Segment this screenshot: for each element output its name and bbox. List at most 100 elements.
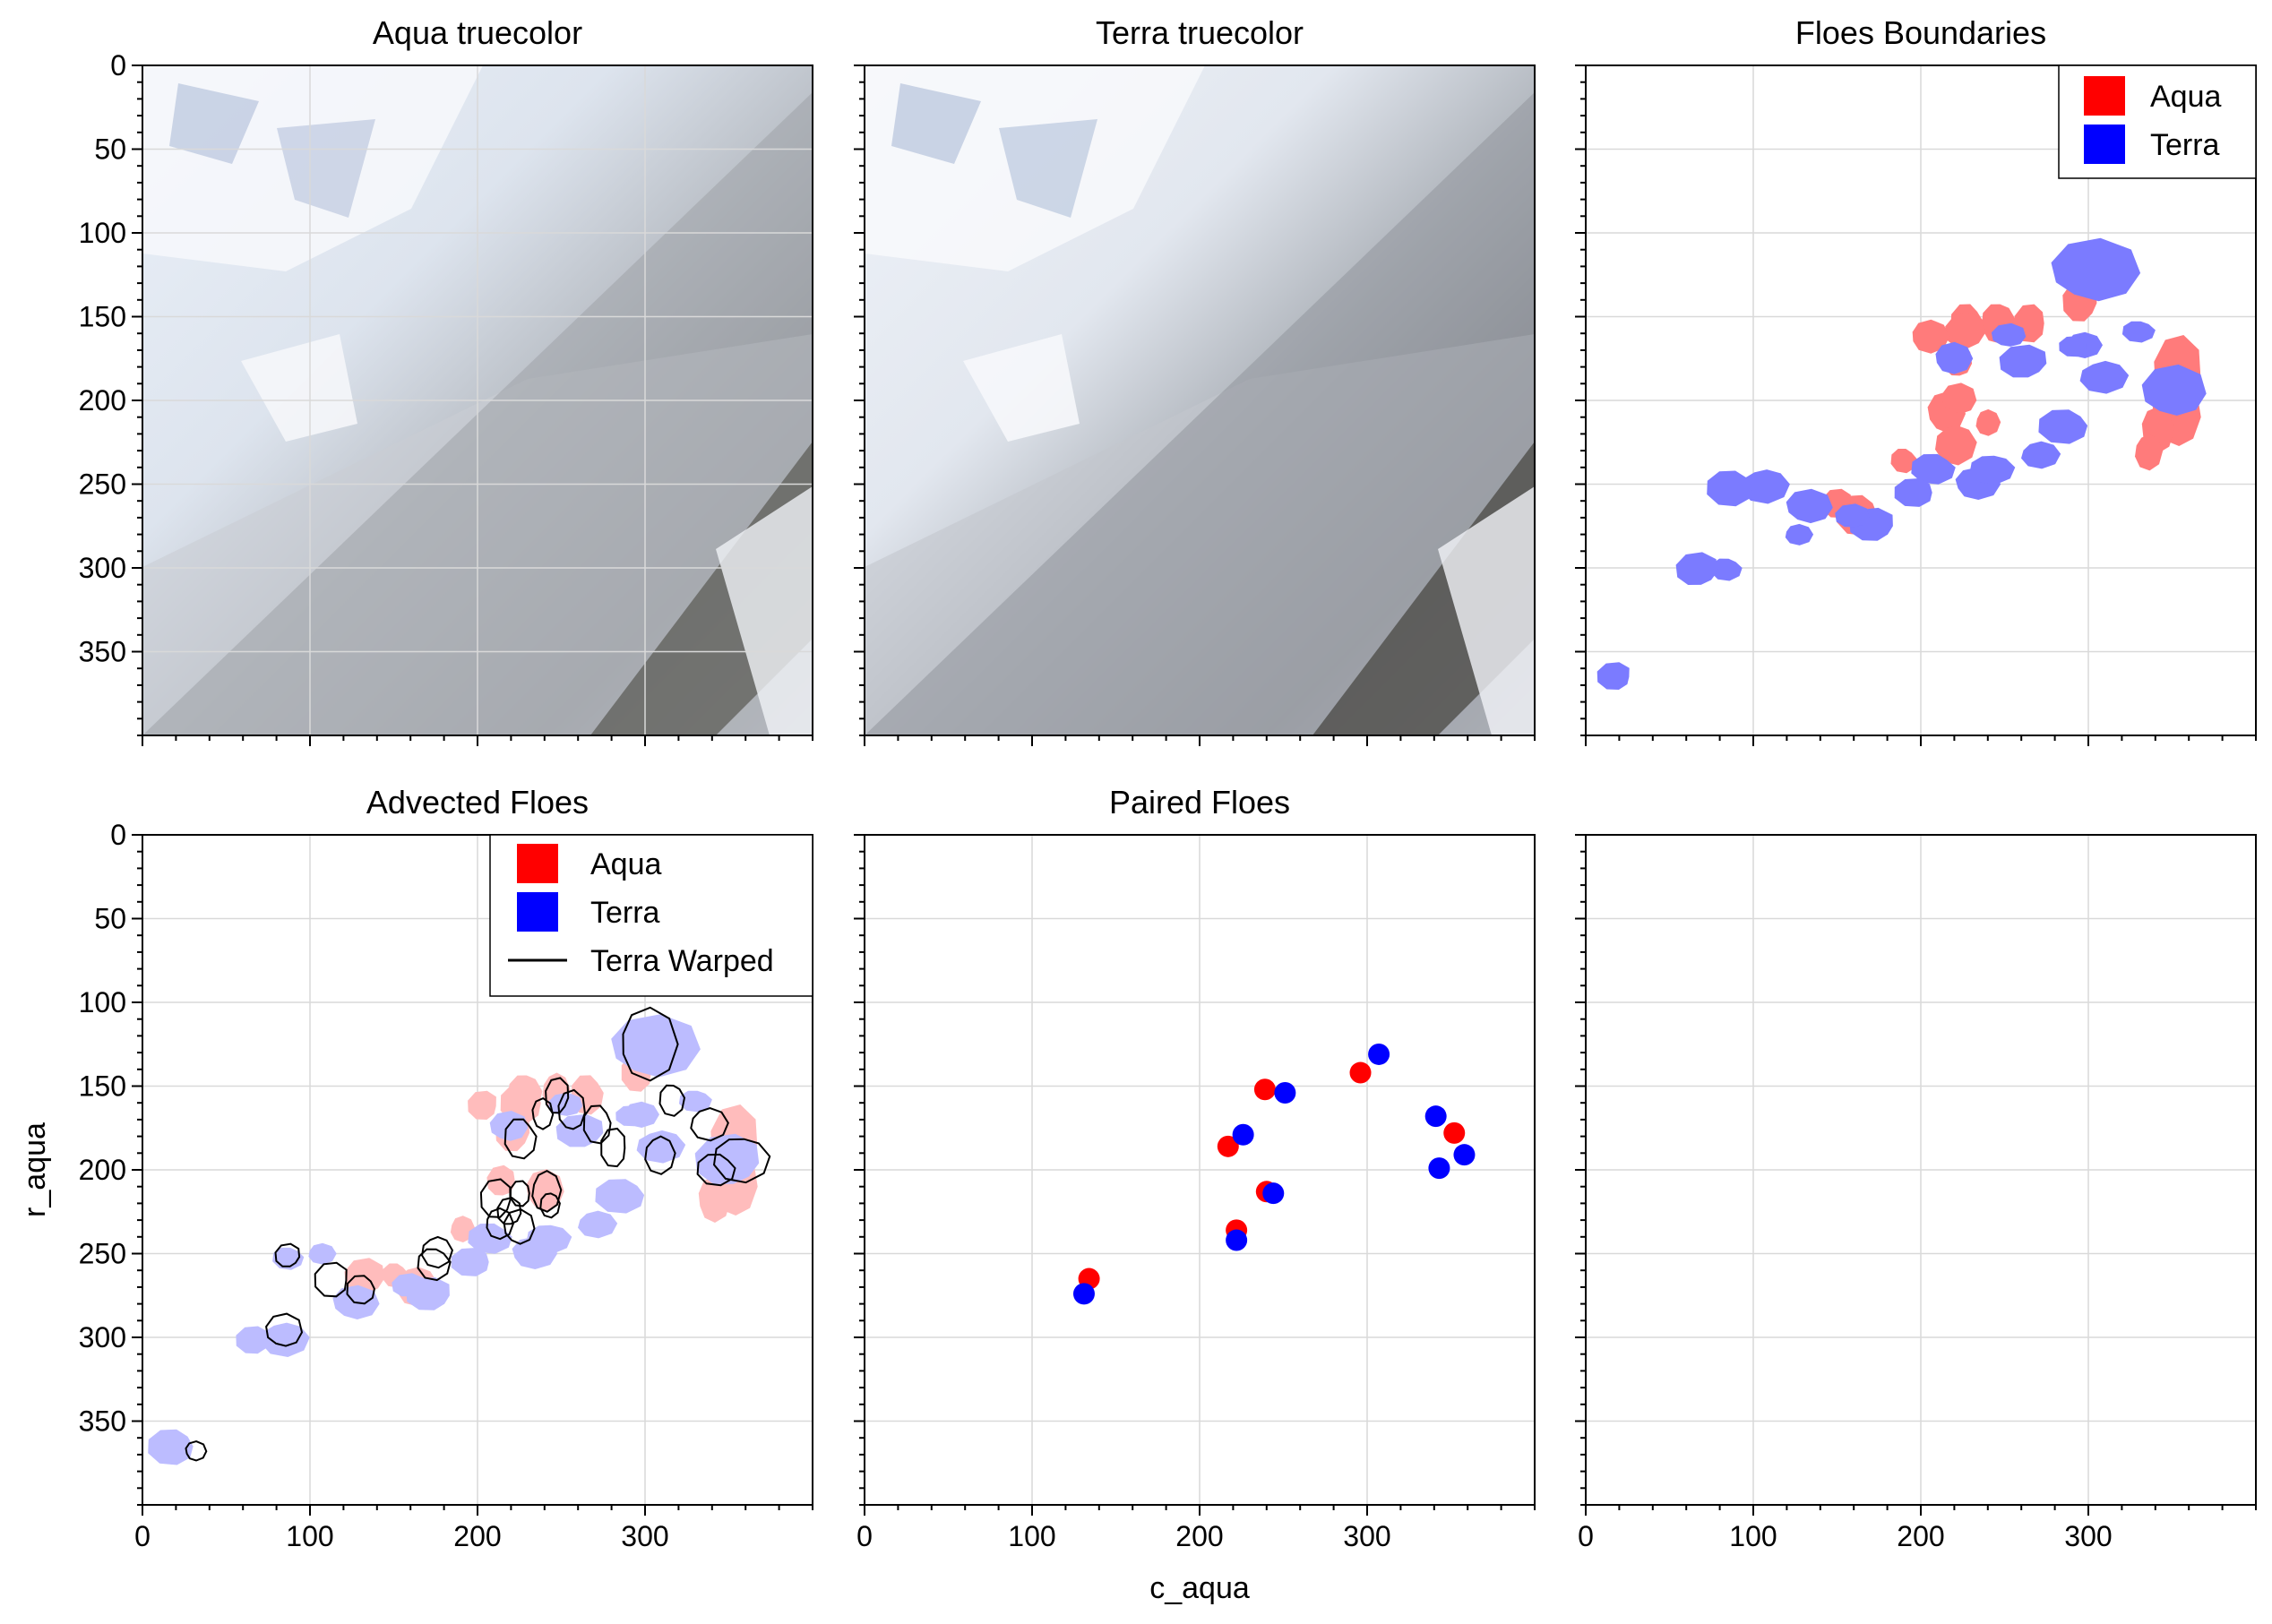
x-tick-label: 0: [134, 1520, 151, 1552]
x-tick-label: 300: [2064, 1520, 2112, 1552]
y-tick-label: 50: [94, 133, 126, 166]
aqua-point: [1253, 1078, 1276, 1101]
legend-swatch-aqua: [2084, 76, 2125, 116]
grid: [1586, 835, 2256, 1505]
y-tick-label: 50: [94, 903, 126, 935]
terra-warped-outline: [185, 1440, 208, 1462]
terra-warped-outline: [712, 1138, 771, 1184]
terra-warped-outline: [696, 1153, 736, 1187]
legend-swatch-terra: [517, 892, 558, 932]
terra-point: [1453, 1144, 1476, 1166]
y-tick-label: 250: [79, 1238, 126, 1270]
terra-warped-outline: [421, 1235, 453, 1269]
y-tick-label: 350: [79, 636, 126, 668]
terra-floe: [392, 1273, 426, 1297]
aqua-point: [1443, 1121, 1466, 1144]
terra-point: [1274, 1081, 1296, 1104]
terra-warped-outline: [531, 1096, 555, 1130]
terra-floe: [555, 1113, 604, 1147]
terra-floe: [595, 1179, 645, 1214]
aqua-point: [1217, 1135, 1239, 1157]
terra-warped-outline: [486, 1207, 515, 1241]
legend: Aqua Terra: [2058, 64, 2257, 179]
panel-advected-floes: Advected Floes Aqua Terra Terra Warped: [142, 784, 813, 1506]
legend-swatch-aqua: [517, 844, 558, 883]
panel-title: Paired Floes: [1109, 784, 1290, 821]
grid: [865, 835, 1535, 1505]
x-tick-label: 0: [856, 1520, 873, 1552]
aqua-floe: [526, 1169, 564, 1211]
legend-label-terra: Terra: [590, 896, 660, 930]
terra-warped-outline: [274, 1242, 301, 1267]
terra-floe: [2038, 409, 2088, 444]
terra-floe: [2021, 441, 2061, 469]
panel-title: Terra truecolor: [1096, 14, 1304, 51]
y-tick-label: 150: [79, 1070, 126, 1103]
terra-point: [1226, 1229, 1248, 1251]
terra-floe: [1596, 662, 1630, 690]
x-tick-label: 100: [286, 1520, 333, 1552]
terra-floe: [1999, 344, 2047, 378]
aqua-floe: [1975, 408, 2001, 436]
terra-warped-outline: [557, 1088, 586, 1130]
terra-floe: [148, 1429, 194, 1465]
y-tick-label: 200: [79, 1154, 126, 1186]
terra-floe: [611, 1014, 701, 1078]
terra-floe: [261, 1322, 310, 1357]
terra-warped-outline: [600, 1127, 626, 1168]
aqua-floe: [1912, 319, 1950, 354]
y-tick-label: 0: [110, 49, 126, 82]
terra-point: [1262, 1182, 1285, 1205]
y-tick-label: 200: [79, 384, 126, 417]
floe-marks: [148, 1006, 771, 1465]
y-tick-label: 300: [79, 552, 126, 584]
terra-floe: [1785, 523, 1814, 546]
aqua-floe: [468, 1090, 496, 1120]
terra-floe: [1894, 478, 1932, 507]
terra-warped-outline: [539, 1192, 561, 1219]
legend-swatch-terra: [2084, 125, 2125, 164]
x-axis-label: c_aqua: [1149, 1571, 1250, 1605]
terra-warped-outline: [582, 1104, 612, 1145]
y-tick-label: 150: [79, 301, 126, 333]
terra-warped-outline: [658, 1084, 686, 1117]
x-tick-label: 200: [1897, 1520, 1944, 1552]
terra-floe: [1835, 503, 1870, 528]
terra-warped-outline: [545, 1077, 570, 1114]
x-tick-label: 0: [1578, 1520, 1594, 1552]
aqua-floe: [1941, 382, 1977, 415]
terra-floe: [615, 1105, 643, 1127]
panel-terra-truecolor: Terra truecolor: [864, 14, 1536, 736]
aqua-point: [1349, 1061, 1372, 1084]
y-tick-label: 350: [79, 1405, 126, 1438]
floe-marks: [1596, 237, 2207, 690]
aqua-floe: [2135, 434, 2164, 471]
y-tick-label: 250: [79, 468, 126, 501]
x-tick-label: 200: [1175, 1520, 1223, 1552]
terra-warped-outline: [644, 1135, 676, 1175]
y-tick-label: 100: [79, 986, 126, 1018]
grid: [142, 65, 813, 735]
terra-floe: [678, 1090, 712, 1113]
terra-point: [1424, 1105, 1447, 1128]
terra-warped-outline: [622, 1006, 679, 1082]
aqua-floe: [1890, 449, 1917, 474]
terra-floe: [468, 1223, 512, 1254]
terra-warped-outline: [479, 1178, 512, 1218]
terra-floe: [578, 1210, 618, 1239]
terra-floe: [1675, 552, 1718, 585]
terra-point: [1428, 1157, 1450, 1180]
terra-floe: [1969, 455, 2016, 485]
aqua-floe: [698, 1175, 731, 1223]
panel-aqua-truecolor: Aqua truecolor: [142, 14, 813, 736]
terra-floe: [236, 1326, 269, 1354]
terra-warped-outline: [265, 1312, 304, 1347]
terra-warped-outline: [496, 1197, 522, 1225]
terra-point: [1072, 1283, 1095, 1305]
x-tick-label: 300: [621, 1520, 668, 1552]
terra-floe: [1707, 470, 1752, 507]
panel-paired-floes: Paired Floes: [864, 784, 1536, 1506]
x-tick-label: 100: [1729, 1520, 1777, 1552]
terra-floe: [1741, 469, 1790, 504]
